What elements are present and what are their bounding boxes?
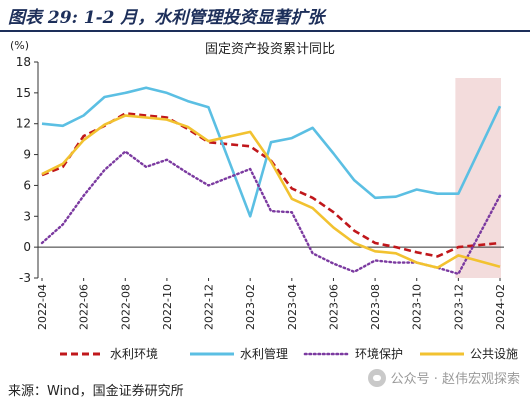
series-line-3 bbox=[40, 150, 502, 276]
series-line-2 bbox=[41, 86, 502, 218]
legend-label-4: 公共设施 bbox=[470, 347, 518, 361]
y-tick-label: 12 bbox=[16, 117, 31, 131]
x-tick-label: 2022-06 bbox=[78, 284, 91, 330]
y-tick-label: 3 bbox=[23, 209, 31, 223]
x-tick-label: 2024-02 bbox=[494, 284, 507, 330]
x-tick-label: 2022-08 bbox=[119, 284, 132, 330]
watermark-text: 公众号 · 赵伟宏观探索 bbox=[390, 372, 520, 387]
source-note: 来源：Wind，国金证券研究所 bbox=[8, 384, 184, 399]
header-bar: 图表 29: 1-2 月，水利管理投资显著扩张 bbox=[0, 0, 530, 30]
watermark: 公众号 · 赵伟宏观探索 bbox=[367, 368, 520, 387]
line-chart: 固定资产投资累计同比 (%) -3 0 3 6 9 12 15 18 2022-04 2022-06 2… bbox=[10, 39, 518, 361]
legend-label-2: 水利管理 bbox=[240, 346, 288, 361]
title-underline bbox=[0, 30, 530, 32]
x-tick-label: 2023-06 bbox=[327, 284, 340, 330]
y-tick-label: 18 bbox=[16, 55, 31, 69]
wechat-icon bbox=[367, 368, 386, 387]
legend-label-1: 水利环境 bbox=[110, 346, 158, 361]
x-tick-label: 2023-10 bbox=[411, 284, 424, 330]
y-tick-label: 15 bbox=[16, 86, 31, 100]
x-tick-label: 2022-04 bbox=[36, 284, 49, 330]
y-tick-label: 9 bbox=[23, 148, 31, 162]
chart-title: 固定资产投资累计同比 bbox=[205, 41, 335, 57]
x-tick-label: 2022-12 bbox=[203, 284, 216, 330]
x-tick-label: 2023-02 bbox=[244, 284, 257, 330]
y-axis-unit: (%) bbox=[10, 39, 29, 52]
y-tick-label: 6 bbox=[23, 178, 31, 192]
x-tick-label: 2023-08 bbox=[369, 284, 382, 330]
figure-title: 图表 29: 1-2 月，水利管理投资显著扩张 bbox=[8, 8, 325, 28]
series-line-4 bbox=[41, 114, 501, 269]
x-tick-label: 2023-12 bbox=[452, 284, 465, 330]
y-tick-label: 0 bbox=[23, 240, 31, 254]
x-tick-label: 2023-04 bbox=[286, 284, 299, 330]
legend-label-3: 环境保护 bbox=[355, 346, 403, 361]
series-line-1 bbox=[41, 112, 501, 258]
y-tick-label: -3 bbox=[19, 271, 31, 285]
x-tick-label: 2022-10 bbox=[161, 284, 174, 330]
